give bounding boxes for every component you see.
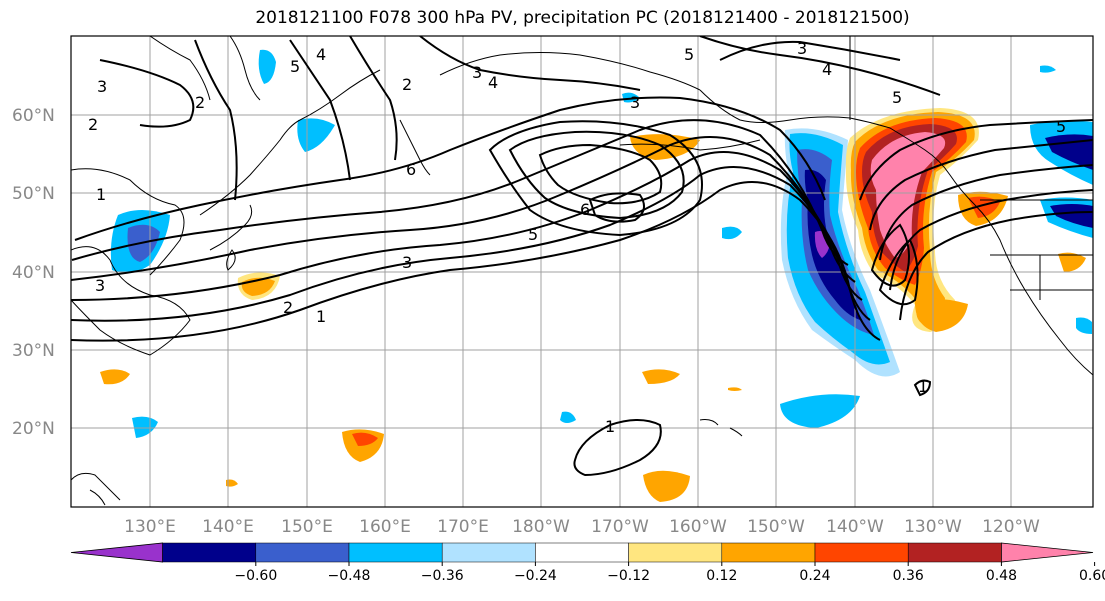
map-frame bbox=[70, 35, 1094, 508]
colorbar-extend-high bbox=[1001, 542, 1094, 563]
figure-title: 2018121100 F078 300 hPa PV, precipitatio… bbox=[255, 8, 910, 28]
lon-label: 170°E bbox=[437, 517, 489, 537]
pv-contours bbox=[71, 36, 1093, 477]
longitude-labels: 130°E 140°E 150°E 160°E 170°E 180°W 170°… bbox=[124, 517, 1040, 537]
shade-patch bbox=[352, 432, 378, 446]
contour-label: 5 bbox=[684, 45, 694, 64]
shade-patch bbox=[722, 226, 742, 240]
colorbar-box bbox=[348, 542, 443, 563]
colorbar-box bbox=[255, 542, 350, 563]
shade-patch bbox=[1076, 317, 1092, 334]
contour-label: 4 bbox=[822, 60, 832, 79]
contour-label: 6 bbox=[580, 200, 590, 219]
contour-label: 4 bbox=[488, 73, 498, 92]
shade-patch bbox=[642, 369, 680, 384]
shade-patch bbox=[127, 224, 160, 262]
colorbar-tick-label: 0.48 bbox=[986, 568, 1017, 584]
colorbar-tick-label: −0.12 bbox=[607, 568, 650, 584]
colorbar: −0.60 −0.48 −0.36 −0.24 −0.12 0.12 0.24 0.36 0.4… bbox=[70, 542, 1105, 584]
contour-label: 5 bbox=[892, 88, 902, 107]
shade-patch bbox=[1050, 204, 1093, 228]
colorbar-box bbox=[814, 542, 909, 563]
contour-label: 6 bbox=[406, 160, 416, 179]
lon-label: 130°E bbox=[124, 517, 176, 537]
colorbar-box bbox=[441, 542, 536, 563]
shade-patch bbox=[132, 416, 158, 438]
contour-label: 1 bbox=[605, 417, 615, 436]
contour-label: 3 bbox=[630, 93, 640, 112]
contour-label: 3 bbox=[402, 253, 412, 272]
lon-label: 160°E bbox=[359, 517, 411, 537]
lat-label: 30°N bbox=[12, 341, 55, 361]
contour-label: 3 bbox=[472, 63, 482, 82]
contour-label: 2 bbox=[283, 298, 293, 317]
shade-patch bbox=[560, 411, 576, 423]
lon-label: 150°E bbox=[281, 517, 333, 537]
lon-label: 160°W bbox=[669, 517, 727, 537]
shade-patch bbox=[643, 470, 690, 502]
lat-label: 20°N bbox=[12, 419, 55, 439]
lon-label: 130°W bbox=[904, 517, 962, 537]
colorbar-box bbox=[907, 542, 1002, 563]
contour-label: 5 bbox=[528, 225, 538, 244]
contour-label: 5 bbox=[290, 57, 300, 76]
contour-label: 2 bbox=[402, 75, 412, 94]
lon-label: 140°W bbox=[826, 517, 884, 537]
lon-label: 180°W bbox=[512, 517, 570, 537]
shade-positive-core bbox=[870, 132, 946, 258]
contour-label: 2 bbox=[88, 115, 98, 134]
colorbar-extend-low bbox=[70, 542, 164, 563]
lat-label: 40°N bbox=[12, 263, 55, 283]
contour-labels: 3 2 1 3 2 5 4 2 3 4 6 6 5 3 2 1 5 3 4 5 bbox=[88, 39, 1066, 436]
lon-label: 150°W bbox=[747, 517, 805, 537]
lat-label: 60°N bbox=[12, 106, 55, 126]
contour-label: 1 bbox=[96, 185, 106, 204]
colorbar-tick-label: 0.36 bbox=[893, 568, 924, 584]
lon-label: 140°E bbox=[202, 517, 254, 537]
colorbar-box bbox=[721, 542, 816, 563]
contour-label: 3 bbox=[797, 39, 807, 58]
contour-label: 1 bbox=[316, 307, 326, 326]
coastlines bbox=[71, 36, 1093, 506]
latitude-labels: 60°N 50°N 40°N 30°N 20°N bbox=[12, 106, 55, 439]
contour-label: 4 bbox=[316, 45, 326, 64]
colorbar-tick-label: −0.48 bbox=[328, 568, 371, 584]
colorbar-tick-label: 0.12 bbox=[706, 568, 737, 584]
shade-patch bbox=[728, 387, 742, 391]
shade-patch bbox=[258, 49, 276, 84]
gridlines bbox=[71, 36, 1093, 507]
contour-label: 5 bbox=[1056, 117, 1066, 136]
colorbar-tick-label: −0.60 bbox=[234, 568, 277, 584]
shade-patch bbox=[780, 394, 860, 428]
colorbar-box bbox=[628, 542, 723, 563]
contour-label: 3 bbox=[97, 77, 107, 96]
shade-patch bbox=[914, 298, 968, 332]
colorbar-box bbox=[162, 542, 257, 563]
shade-patch bbox=[226, 479, 238, 487]
colorbar-tick-label: 0.60 bbox=[1079, 568, 1105, 584]
contour-label: 1 bbox=[918, 377, 928, 396]
colorbar-tick-label: −0.24 bbox=[514, 568, 557, 584]
colorbar-tick-label: −0.36 bbox=[421, 568, 464, 584]
shade-patch bbox=[100, 369, 130, 385]
lon-label: 170°W bbox=[591, 517, 649, 537]
colorbar-box bbox=[535, 542, 629, 563]
colorbar-tick-label: 0.24 bbox=[799, 568, 830, 584]
lat-label: 50°N bbox=[12, 184, 55, 204]
contour-label: 3 bbox=[95, 276, 105, 295]
contour-label: 2 bbox=[195, 93, 205, 112]
shade-patch bbox=[1058, 252, 1086, 272]
shade-patch bbox=[1040, 65, 1056, 73]
lon-label: 120°W bbox=[982, 517, 1040, 537]
